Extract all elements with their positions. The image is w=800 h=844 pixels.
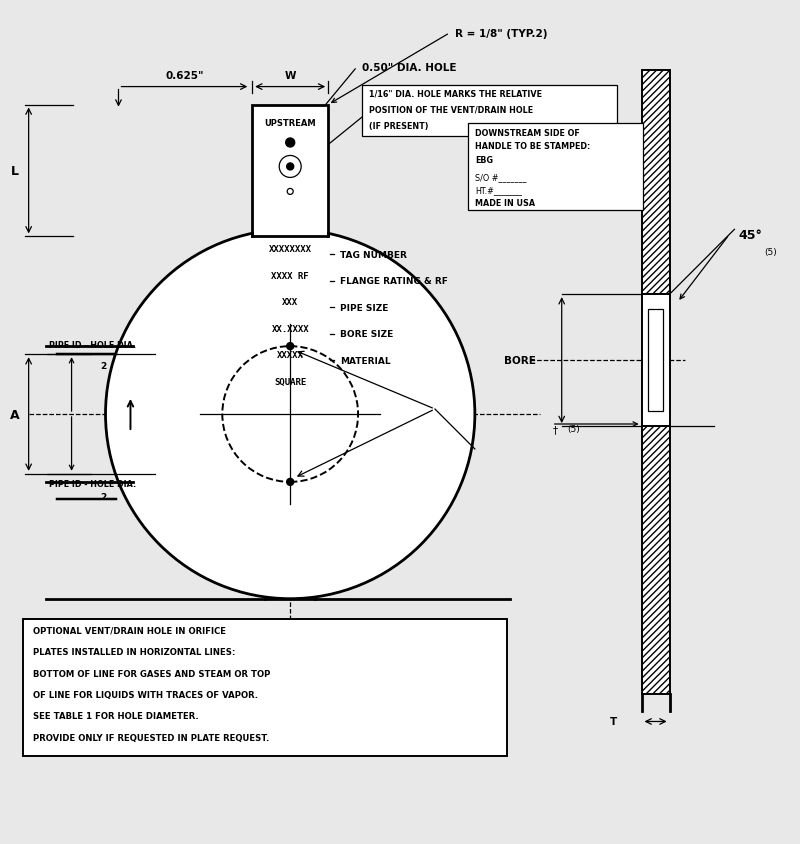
Text: T: T — [610, 717, 618, 727]
Bar — [468, 123, 642, 211]
Circle shape — [286, 164, 294, 170]
Text: 1/16" DIA. HOLE MARKS THE RELATIVE: 1/16" DIA. HOLE MARKS THE RELATIVE — [369, 89, 542, 99]
Circle shape — [286, 138, 294, 148]
Text: 2: 2 — [100, 492, 106, 501]
Circle shape — [287, 189, 293, 195]
Bar — [648, 310, 663, 412]
Text: XXXXX: XXXXX — [277, 351, 304, 360]
Text: 0.625": 0.625" — [165, 71, 204, 80]
Bar — [642, 71, 670, 295]
Text: HANDLE TO BE STAMPED:: HANDLE TO BE STAMPED: — [475, 143, 590, 151]
Text: XXXXXXXX: XXXXXXXX — [269, 245, 312, 254]
Text: PROVIDE ONLY IF REQUESTED IN PLATE REQUEST.: PROVIDE ONLY IF REQUESTED IN PLATE REQUE… — [33, 733, 269, 742]
Bar — [362, 85, 617, 138]
Circle shape — [286, 344, 294, 350]
Text: W: W — [285, 71, 296, 80]
Circle shape — [222, 347, 358, 482]
Bar — [642, 426, 670, 694]
Text: PIPE ID - HOLE DIA.: PIPE ID - HOLE DIA. — [49, 341, 136, 350]
Bar — [22, 619, 507, 756]
Text: PLATES INSTALLED IN HORIZONTAL LINES:: PLATES INSTALLED IN HORIZONTAL LINES: — [33, 647, 235, 657]
Text: S/O #_______: S/O #_______ — [475, 173, 526, 182]
Text: (5): (5) — [568, 425, 581, 434]
Text: †: † — [553, 425, 558, 435]
Text: EBG: EBG — [475, 156, 493, 165]
Text: (IF PRESENT): (IF PRESENT) — [369, 122, 429, 130]
Text: TAG NUMBER: TAG NUMBER — [340, 251, 407, 259]
Bar — [252, 106, 328, 237]
Text: MADE IN USA: MADE IN USA — [475, 199, 535, 208]
Bar — [642, 295, 670, 426]
Text: POSITION OF THE VENT/DRAIN HOLE: POSITION OF THE VENT/DRAIN HOLE — [369, 106, 533, 115]
Text: SQUARE: SQUARE — [274, 377, 306, 386]
Text: SEE TABLE 1 FOR HOLE DIAMETER.: SEE TABLE 1 FOR HOLE DIAMETER. — [33, 711, 198, 721]
Text: 45°: 45° — [738, 229, 762, 241]
Text: BORE SIZE: BORE SIZE — [340, 330, 394, 338]
Text: XXX: XXX — [282, 298, 298, 307]
Text: (5): (5) — [764, 247, 777, 257]
Text: XXXX RF: XXXX RF — [271, 272, 309, 280]
Text: MATERIAL: MATERIAL — [340, 356, 390, 365]
Text: UPSTREAM: UPSTREAM — [264, 118, 316, 127]
Text: L: L — [10, 165, 18, 178]
Text: 2: 2 — [100, 362, 106, 371]
Text: OF LINE FOR LIQUIDS WITH TRACES OF VAPOR.: OF LINE FOR LIQUIDS WITH TRACES OF VAPOR… — [33, 690, 258, 699]
Text: A: A — [10, 408, 19, 421]
Text: PIPE SIZE: PIPE SIZE — [340, 303, 389, 312]
Text: DOWNSTREAM SIDE OF: DOWNSTREAM SIDE OF — [475, 128, 580, 138]
Text: FLANGE RATING & RF: FLANGE RATING & RF — [340, 277, 448, 286]
Text: BOTTOM OF LINE FOR GASES AND STEAM OR TOP: BOTTOM OF LINE FOR GASES AND STEAM OR TO… — [33, 668, 270, 678]
Circle shape — [286, 479, 294, 486]
Text: BORE: BORE — [504, 355, 536, 365]
Text: HT.#_______: HT.#_______ — [475, 187, 522, 195]
Circle shape — [106, 230, 475, 599]
Text: 0.50" DIA. HOLE: 0.50" DIA. HOLE — [362, 62, 457, 73]
Circle shape — [279, 156, 301, 178]
Text: R = 1/8" (TYP.2): R = 1/8" (TYP.2) — [455, 29, 547, 39]
Text: XX.XXXX: XX.XXXX — [271, 324, 309, 333]
Text: OPTIONAL VENT/DRAIN HOLE IN ORIFICE: OPTIONAL VENT/DRAIN HOLE IN ORIFICE — [33, 626, 226, 635]
Text: PIPE ID - HOLE DIA.: PIPE ID - HOLE DIA. — [49, 479, 136, 488]
